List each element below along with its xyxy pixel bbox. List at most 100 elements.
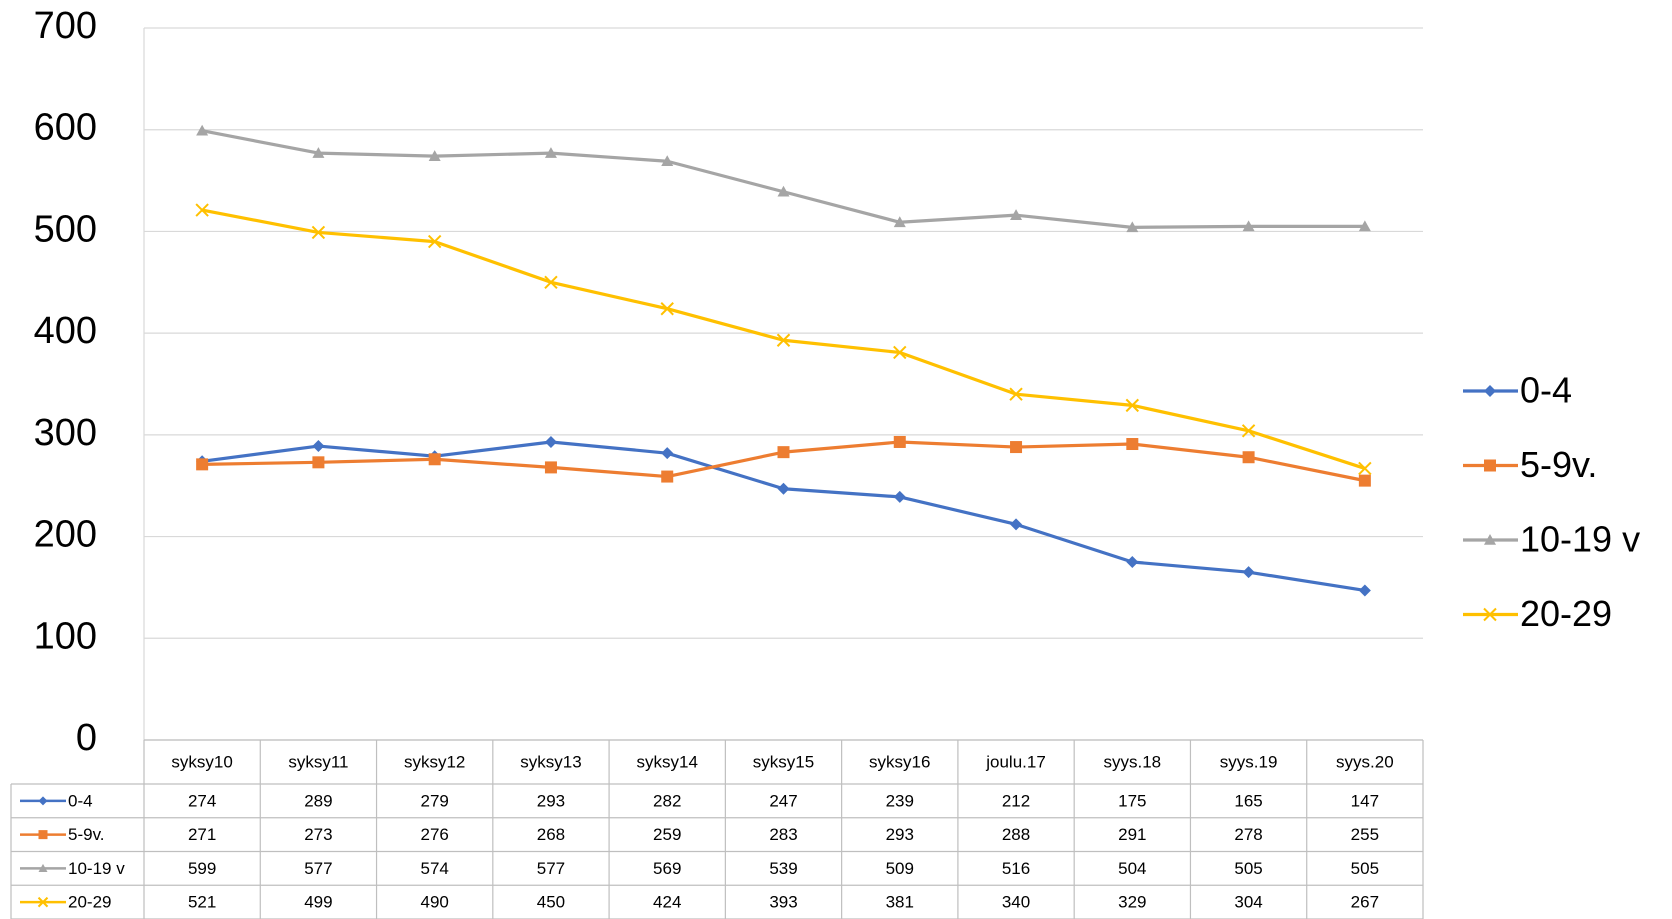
legend-label: 5-9v. [1520,444,1597,485]
table-row-label: 5-9v. [68,825,105,844]
marker [1126,556,1139,568]
marker [37,896,49,908]
marker [893,345,907,360]
marker [1242,220,1255,232]
table-value: 291 [1118,825,1146,844]
marker [544,435,557,448]
marker [661,155,674,167]
marker [660,302,674,316]
table-value: 505 [1351,859,1379,878]
table-value: 505 [1234,859,1262,878]
table-row-label: 20-29 [68,893,111,912]
marker [777,446,790,459]
marker [311,225,326,240]
y-tick-label: 200 [34,514,97,556]
table-value: 271 [188,825,216,844]
table-value: 340 [1002,893,1030,912]
table-value: 274 [188,791,216,810]
table-value: 289 [304,791,332,810]
marker [196,124,209,136]
marker [1484,385,1496,397]
table-value: 393 [769,893,797,912]
marker [893,490,906,503]
table-value: 282 [653,791,681,810]
x-tick-label: syksy13 [520,752,581,771]
marker [661,470,674,483]
marker [1010,209,1023,220]
marker [1126,438,1139,451]
table-value: 304 [1234,893,1262,912]
table-value: 268 [537,825,565,844]
marker [1484,459,1496,472]
table-value: 165 [1234,791,1262,810]
marker [1010,518,1023,531]
legend-label: 20-29 [1520,593,1612,634]
table-value: 293 [886,825,914,844]
legend-label: 0-4 [1520,370,1572,411]
x-tick-label: syksy12 [404,752,465,771]
table-value: 599 [188,859,216,878]
marker [1483,607,1497,622]
table-value: 490 [420,893,448,912]
table-value: 516 [1002,859,1030,878]
marker [428,453,441,466]
marker [38,830,48,840]
y-tick-label: 600 [34,107,97,149]
x-tick-label: syksy10 [171,752,232,771]
x-tick-label: syksy11 [288,752,348,771]
marker [544,275,558,289]
marker [1358,584,1371,597]
marker [1125,398,1140,413]
marker [777,482,790,495]
marker [1009,387,1023,401]
table-value: 239 [886,791,914,810]
table-value: 521 [188,893,216,912]
marker [1241,424,1256,438]
marker [1242,566,1255,579]
marker [893,216,906,228]
table-value: 259 [653,825,681,844]
marker [1358,461,1372,476]
x-tick-label: syys.18 [1103,752,1161,771]
x-tick-label: syksy15 [753,752,814,771]
table-value: 574 [420,859,448,878]
x-tick-label: syksy14 [637,752,698,771]
table-value: 539 [769,859,797,878]
table-value: 147 [1351,791,1379,810]
table-value: 293 [537,791,565,810]
marker [312,440,325,453]
table-value: 577 [304,859,332,878]
y-tick-label: 500 [34,208,97,250]
table-value: 247 [769,791,797,810]
x-tick-label: syys.19 [1220,752,1278,771]
marker [1010,441,1023,454]
marker [661,447,674,460]
table-value: 212 [1002,791,1030,810]
x-tick-label: joulu.17 [985,752,1046,771]
marker [196,458,209,471]
x-tick-label: syksy16 [869,752,930,771]
marker [1358,220,1371,232]
table-value: 267 [1351,893,1379,912]
table-value: 273 [304,825,332,844]
table-value: 329 [1118,893,1146,912]
table-value: 569 [653,859,681,878]
marker [428,150,441,161]
table-value: 279 [420,791,448,810]
y-tick-label: 400 [34,310,97,352]
marker [312,456,325,469]
marker [777,185,790,197]
marker [1126,221,1139,233]
table-value: 381 [886,893,914,912]
table-value: 577 [537,859,565,878]
marker [1484,534,1496,545]
series-line [201,129,1365,229]
table-value: 450 [537,893,565,912]
table-row-label: 0-4 [68,791,93,810]
marker [38,863,48,872]
marker [893,435,906,448]
marker [312,147,325,158]
marker [195,203,209,217]
marker [544,461,557,474]
